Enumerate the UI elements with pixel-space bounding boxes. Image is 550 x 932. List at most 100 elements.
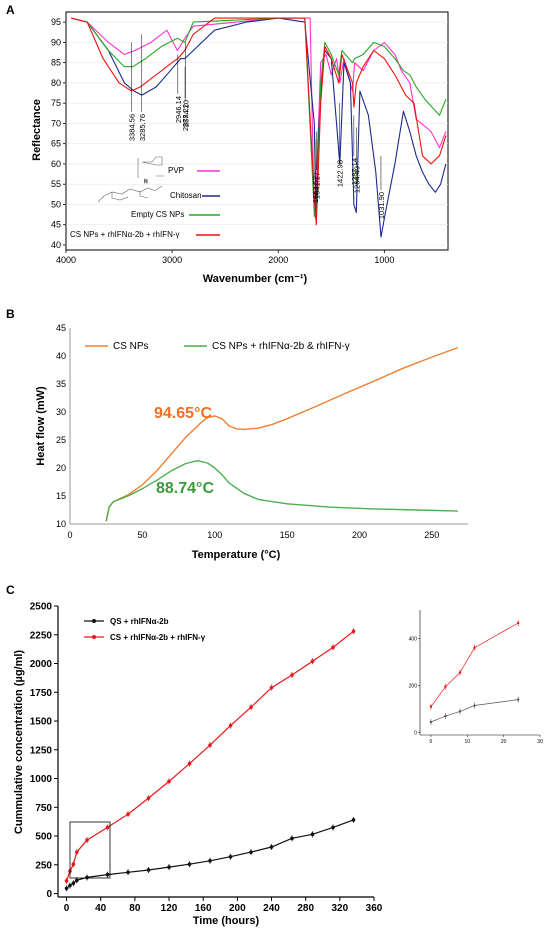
inset-data-point (444, 685, 447, 688)
release-data-point (269, 685, 274, 690)
release-data-point (331, 825, 335, 830)
svg-text:N: N (144, 179, 148, 185)
inset-x-tick-label: 10 (464, 739, 470, 745)
legend-marker-cs-c (92, 635, 96, 639)
ftir-peak-annotation: 3384.56 (127, 114, 136, 141)
ftir-y-tick-label: 55 (51, 179, 61, 189)
release-data-point (249, 850, 253, 854)
release-series-line-1 (65, 630, 354, 882)
panel-a-letter: A (6, 3, 15, 17)
inset-data-point (473, 646, 476, 649)
release-y-tick-label: 1000 (30, 774, 53, 785)
ftir-peak-annotation: 3285.76 (138, 114, 147, 141)
legend-label-qs: QS + rhIFNα-2b (110, 617, 169, 626)
ftir-y-tick-label: 70 (51, 118, 61, 128)
dsc-legend: CS NPs CS NPs + rhIFNα-2b & rhIFN-γ (85, 341, 350, 352)
ftir-plot-frame (65, 11, 449, 251)
release-data-point (71, 862, 76, 867)
dsc-y-tick-label: 25 (56, 435, 66, 445)
inset-series-line-1 (430, 622, 519, 707)
inset-data-point (444, 714, 447, 718)
ftir-peak-annotation: 1031.90 (377, 192, 386, 219)
dsc-x-tick-label: 100 (207, 530, 222, 540)
release-legend: QS + rhIFNα-2b CS + rhIFNα-2b + rhIFN-γ (84, 617, 206, 642)
release-data-point (351, 818, 356, 822)
release-x-tick-label: 200 (229, 903, 246, 914)
release-x-tick-label: 280 (297, 903, 314, 914)
dsc-y-tick-label: 35 (56, 379, 66, 389)
release-x-tick-label: 40 (95, 903, 107, 914)
panel-b-letter: B (6, 307, 15, 321)
dsc-x-tick-label: 200 (352, 530, 367, 540)
ftir-peak-annotation: 1264.49 (352, 166, 361, 193)
release-x-tick-label: 0 (64, 903, 70, 914)
inset-data-point (458, 710, 462, 713)
ftir-peak-annotation: 2878.22 (181, 104, 190, 131)
ftir-legend: N PVP Chitosan Empty CS NPs CS NPs + rhI… (70, 156, 220, 239)
dsc-x-axis-label: Temperature (°C) (192, 549, 281, 561)
release-y-tick-label: 1750 (30, 688, 53, 699)
release-data-point (146, 868, 151, 872)
peak-label-cs: 94.65°C (154, 405, 212, 422)
dsc-x-tick-label: 0 (67, 530, 72, 540)
inset-data-point (516, 698, 520, 701)
ftir-peak-annotation: 2874.10 (181, 100, 190, 127)
legend-label-empty: Empty CS NPs (131, 210, 184, 219)
ftir-peak-annotation: 1653.52 (311, 176, 320, 203)
release-data-point (105, 825, 110, 830)
ftir-y-tick-label: 95 (51, 17, 61, 27)
release-data-point (74, 878, 79, 883)
release-data-point (64, 886, 69, 891)
ftir-x-tick-label: 2000 (268, 255, 288, 265)
legend-label-cs: CS NPs (113, 341, 149, 352)
release-data-point (228, 723, 233, 728)
dsc-y-tick-label: 15 (56, 491, 66, 501)
release-y-tick-label: 750 (35, 803, 52, 814)
dsc-x-tick-label: 250 (424, 530, 439, 540)
release-data-point (64, 879, 69, 883)
release-data-point (208, 743, 212, 747)
release-data-point (187, 862, 192, 867)
release-x-axis-label: Time (hours) (193, 915, 260, 927)
legend-label-loaded-b: CS NPs + rhIFNα-2b & rhIFN-γ (212, 341, 350, 352)
legend-label-chitosan: Chitosan (170, 191, 202, 200)
chitosan-structure-sketch (97, 185, 163, 203)
legend-label-cs-c: CS + rhIFNα-2b + rhIFN-γ (110, 633, 206, 642)
release-y-tick-label: 500 (35, 832, 52, 843)
inset-data-point (516, 621, 520, 625)
dsc-y-tick-label: 10 (56, 519, 66, 529)
inset-data-point (473, 704, 476, 707)
release-x-tick-label: 240 (263, 903, 280, 914)
inset-region-box (69, 821, 111, 879)
dsc-series-line-1 (105, 460, 458, 522)
ftir-peak-annotation: 1422.98 (335, 160, 344, 187)
release-data-point (105, 872, 110, 877)
ftir-x-tick-label: 1000 (374, 255, 394, 265)
dsc-x-tick-label: 150 (280, 530, 295, 540)
ftir-y-tick-label: 80 (51, 78, 61, 88)
dsc-y-tick-label: 20 (56, 463, 66, 473)
release-x-tick-label: 80 (129, 903, 141, 914)
ftir-peak-annotation: 2946.14 (174, 96, 183, 123)
legend-label-loaded: CS NPs + rhIFNα-2b + rhIFN-γ (70, 230, 180, 239)
release-y-tick-label: 1500 (30, 717, 53, 728)
release-data-point (167, 779, 171, 784)
release-data-point (310, 832, 315, 837)
inset-data-point (458, 671, 462, 674)
ftir-y-tick-label: 65 (51, 139, 61, 149)
release-y-tick-label: 2250 (30, 630, 53, 641)
release-data-point (68, 883, 72, 888)
release-x-tick-label: 160 (195, 903, 212, 914)
ftir-y-tick-label: 85 (51, 58, 61, 68)
legend-label-pvp: PVP (168, 166, 184, 175)
ftir-y-tick-label: 75 (51, 98, 61, 108)
inset-data-point (429, 705, 433, 708)
ftir-x-tick-label: 4000 (56, 255, 76, 265)
release-y-tick-label: 2500 (30, 602, 53, 613)
ftir-peak-annotation: 1641.17 (312, 172, 321, 199)
panel-c-letter: C (6, 583, 15, 597)
ftir-series-line-2 (71, 17, 447, 222)
ftir-x-tick-label: 3000 (162, 255, 182, 265)
